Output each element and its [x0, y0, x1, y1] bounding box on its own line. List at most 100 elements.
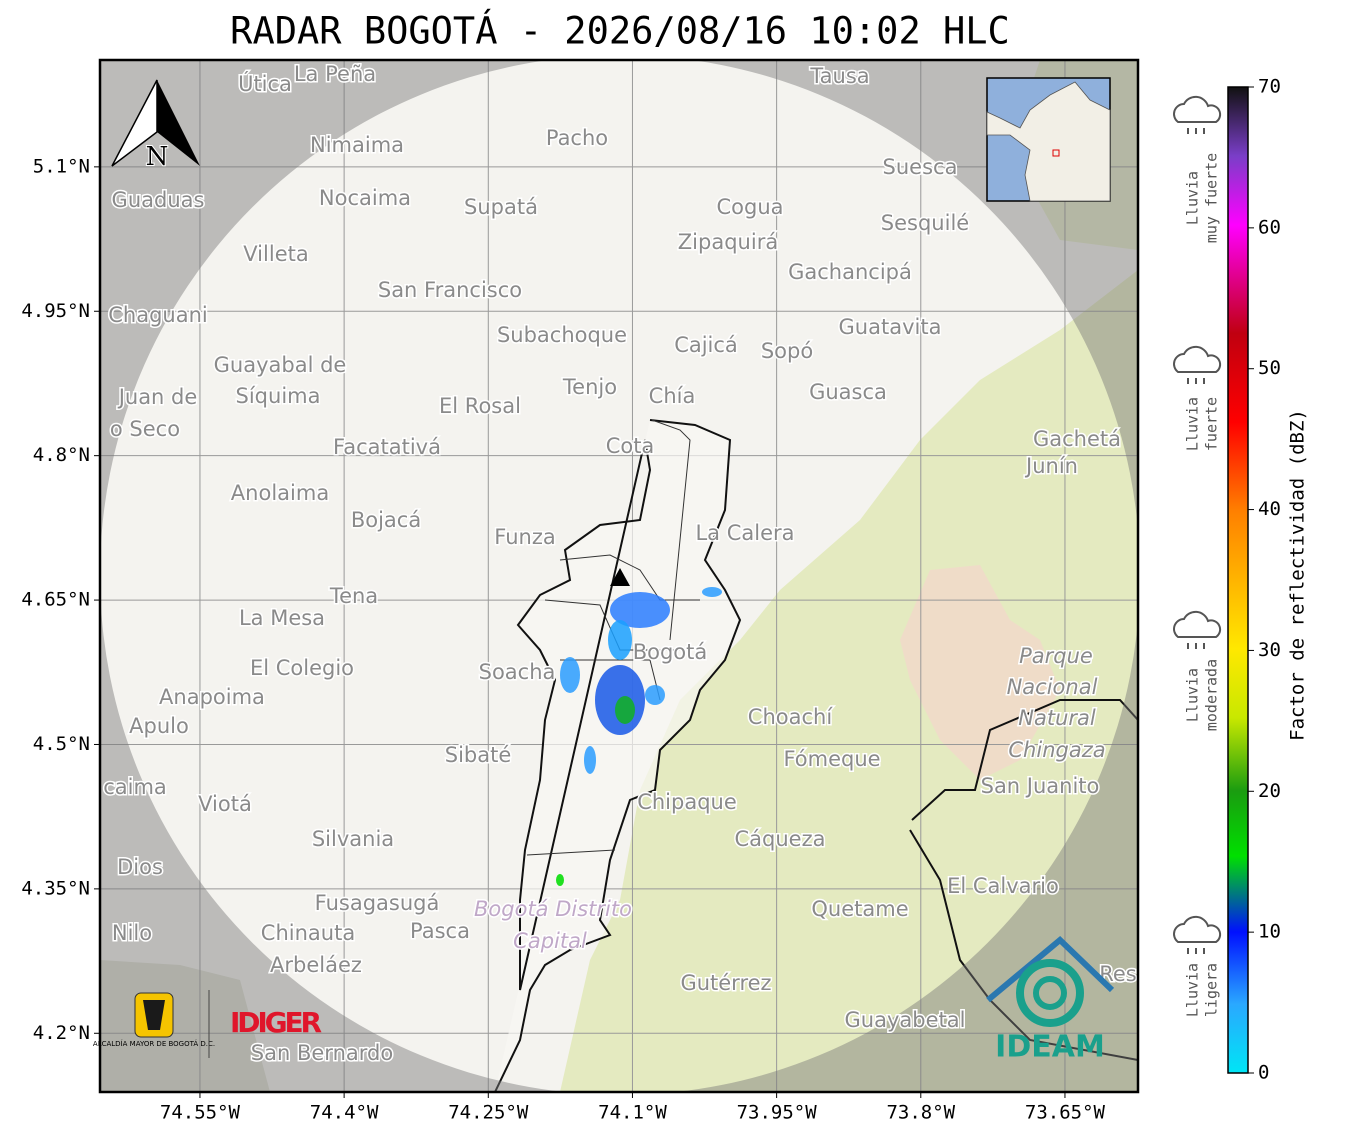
- place-label: Guaduas: [112, 188, 205, 212]
- place-label: Silvania: [312, 827, 394, 851]
- place-label: Chía: [649, 384, 696, 408]
- place-label: Dios: [117, 855, 163, 879]
- inset-map: [986, 77, 1111, 202]
- place-label: Tausa: [809, 64, 869, 88]
- place-label: Pacho: [546, 126, 608, 150]
- park-label: Chingaza: [1008, 738, 1105, 762]
- cloud-icon: [1173, 610, 1222, 638]
- place-label: Cota: [606, 434, 655, 458]
- rain-level-label: ligera: [1203, 963, 1221, 1017]
- place-label: Soacha: [479, 660, 556, 684]
- logos: ALCALDÍA MAYOR DE BOGOTÁ D.C. IDIGER IDE…: [93, 935, 1115, 1065]
- place-label: Zipaquirá: [678, 230, 778, 254]
- place-label: La Mesa: [239, 606, 325, 630]
- lat-tick-label: 4.35°N: [21, 877, 90, 899]
- place-label: Anolaima: [231, 481, 329, 505]
- terrain: [900, 565, 1060, 780]
- lon-tick-label: 73.95°W: [737, 1102, 818, 1124]
- rain-level-label: moderada: [1203, 659, 1221, 731]
- rain-drops: [1187, 378, 1205, 384]
- place-label: El Calvario: [947, 874, 1059, 898]
- place-label: Fusagasugá: [315, 891, 440, 915]
- lat-tick-label: 4.95°N: [21, 300, 90, 322]
- rain-level-label: Lluvia: [1184, 668, 1202, 722]
- place-label: Junín: [1024, 454, 1078, 478]
- place-label: Guasca: [809, 380, 887, 404]
- place-label: Fómeque: [783, 747, 880, 771]
- lat-tick-label: 5.1°N: [33, 155, 90, 177]
- locality-lines: [526, 419, 700, 856]
- district-label: Capital: [513, 929, 587, 953]
- cloud-icon: [1173, 915, 1222, 943]
- colorbar-tick-label: 60: [1258, 216, 1281, 238]
- place-label: Guayabetal: [845, 1008, 966, 1032]
- terrain: [560, 270, 1138, 1092]
- cloud-icon: [1173, 345, 1222, 373]
- lon-tick-label: 73.65°W: [1025, 1102, 1106, 1124]
- district-label: Bogotá Distrito: [474, 897, 632, 921]
- radar-site: [610, 568, 630, 586]
- place-label: caima: [103, 775, 167, 799]
- park-label: Parque: [1019, 644, 1093, 668]
- lat-tick-label: 4.2°N: [33, 1022, 90, 1044]
- rain-level-label: fuerte: [1203, 397, 1221, 451]
- title: RADAR BOGOTÁ - 2026/08/16 10:02 HLC: [230, 9, 1010, 53]
- park-label: Natural: [1018, 706, 1096, 730]
- colorbar: [1227, 86, 1249, 1074]
- place-label: Res: [1099, 962, 1137, 986]
- place-label: Nilo: [112, 921, 152, 945]
- place-label: Nocaima: [319, 186, 411, 210]
- lat-tick-label: 4.65°N: [21, 589, 90, 611]
- place-label: o Seco: [110, 417, 180, 441]
- place-label: Gutérrez: [680, 971, 771, 995]
- colorbar-tick-label: 10: [1258, 921, 1281, 943]
- place-label: San Juanito: [981, 774, 1100, 798]
- place-label: Chipaque: [637, 790, 737, 814]
- ideam-logo: IDEAM: [995, 1030, 1105, 1065]
- place-label: Sopó: [761, 339, 813, 363]
- place-label: El Colegio: [250, 656, 354, 680]
- rain-drops: [1187, 128, 1205, 134]
- place-label: Quetame: [811, 897, 908, 921]
- place-label: Funza: [494, 525, 555, 549]
- place-label: Chaguani: [108, 303, 208, 327]
- place-label: Arbeláez: [270, 953, 362, 977]
- north-arrow: N: [111, 79, 200, 173]
- place-label: Anapoima: [159, 685, 265, 709]
- place-label: Villeta: [243, 242, 308, 266]
- place-label: Pasca: [410, 919, 470, 943]
- idiger-logo: IDIGER: [230, 1006, 322, 1039]
- lat-tick-label: 4.8°N: [33, 444, 90, 466]
- radar-echoes: [556, 587, 722, 886]
- place-label: El Rosal: [439, 394, 521, 418]
- place-label: Cogua: [716, 195, 783, 219]
- place-label: Chinauta: [261, 921, 355, 945]
- place-label: La Peña: [294, 62, 376, 86]
- place-label: Útica: [238, 71, 292, 96]
- place-label: Bogotá: [633, 640, 708, 664]
- colorbar-tick-label: 20: [1258, 780, 1281, 802]
- rain-drops: [1187, 643, 1205, 649]
- place-label: Cáqueza: [735, 827, 826, 851]
- cloud-icon: [1173, 95, 1222, 123]
- place-label: Gachancipá: [788, 260, 912, 284]
- place-label: Síquima: [236, 384, 321, 408]
- colorbar-tick-label: 40: [1258, 498, 1281, 520]
- rain-level-label: Lluvia: [1184, 171, 1202, 225]
- place-label: Sesquilé: [881, 211, 969, 235]
- place-label: Supatá: [464, 195, 538, 219]
- place-label: Suesca: [883, 155, 958, 179]
- park-label: Nacional: [1007, 675, 1098, 699]
- lon-tick-label: 73.8°W: [886, 1102, 955, 1124]
- place-label: Viotá: [198, 792, 252, 816]
- place-label: Facatativá: [333, 435, 441, 459]
- place-label: Tena: [329, 584, 378, 608]
- rain-level-label: Lluvia: [1184, 963, 1202, 1017]
- lon-tick-label: 74.4°W: [310, 1102, 379, 1124]
- rain-level-label: muy fuerte: [1203, 153, 1221, 243]
- place-label: Sibaté: [445, 743, 512, 767]
- place-label: Bojacá: [351, 508, 421, 532]
- lat-tick-label: 4.5°N: [33, 733, 90, 755]
